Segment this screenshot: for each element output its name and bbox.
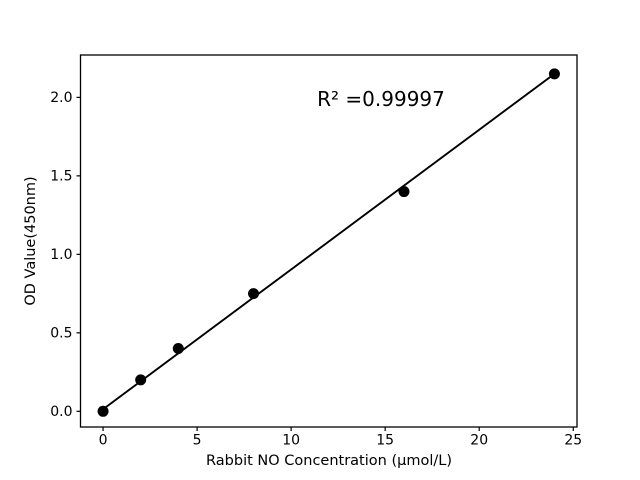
y-tick-label: 0.5 bbox=[50, 325, 72, 341]
data-point bbox=[172, 343, 184, 355]
x-tick-label: 10 bbox=[282, 433, 300, 449]
y-tick-label: 1.0 bbox=[50, 247, 72, 263]
data-point bbox=[248, 288, 260, 300]
y-tick-label: 2.0 bbox=[50, 90, 72, 106]
data-point bbox=[548, 68, 560, 80]
x-tick-label: 15 bbox=[376, 433, 394, 449]
data-point bbox=[97, 405, 109, 417]
plot-frame bbox=[79, 54, 578, 428]
x-axis-label: Rabbit NO Concentration (μmol/L) bbox=[206, 453, 452, 469]
r-squared-annotation: R² =0.99997 bbox=[317, 87, 445, 111]
x-tick-label: 25 bbox=[564, 433, 582, 449]
x-tick-label: 5 bbox=[193, 433, 202, 449]
y-tick-label: 0.0 bbox=[50, 404, 72, 420]
x-tick-label: 0 bbox=[99, 433, 108, 449]
y-axis-label: OD Value(450nm) bbox=[23, 176, 39, 306]
data-point bbox=[398, 186, 410, 198]
x-tick-label: 20 bbox=[470, 433, 488, 449]
fit-line bbox=[102, 72, 556, 411]
data-point bbox=[135, 374, 147, 386]
y-tick-label: 1.5 bbox=[50, 168, 72, 184]
